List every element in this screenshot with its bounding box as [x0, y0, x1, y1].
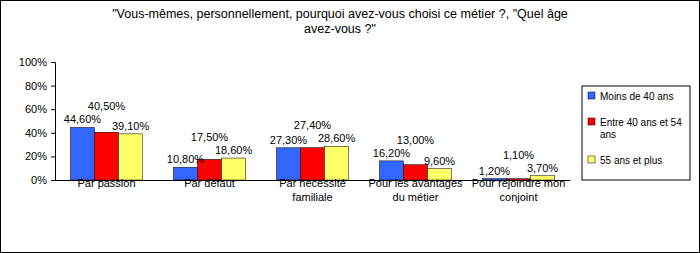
tick-mark [51, 180, 55, 181]
bar [325, 146, 349, 180]
tick: 20% [25, 150, 55, 162]
legend-swatch [588, 92, 595, 99]
tick: 80% [25, 80, 55, 92]
tick-label: 40% [25, 127, 47, 139]
tick-label: 60% [25, 103, 47, 115]
text-line: familiale [292, 191, 332, 203]
tick: 100% [19, 56, 55, 68]
text-line: Entre 40 ans et 54 [600, 117, 682, 128]
bar [119, 134, 143, 180]
bar [300, 148, 324, 180]
data-label: 39,10% [112, 120, 150, 132]
text-line: Pour les avantages [368, 177, 463, 189]
tick-mark [51, 86, 55, 87]
tick: Par passion [77, 177, 135, 189]
tick: Pour rejoindre mon conjoint [472, 177, 566, 203]
legend-label: 55 ans et plus [600, 155, 662, 166]
tick-label: 20% [25, 150, 47, 162]
tick-label: Par passion [77, 177, 135, 189]
text-line: Par passion [77, 177, 135, 189]
tick-label: Pour les avantages du métier [368, 177, 463, 203]
x-axis: Par passion Par défaut Par nécessité famili… [56, 177, 571, 203]
data-labels: 44,60%40,50% 39,10% 10,80% 17,50%18,60% 27,3… [64, 100, 559, 176]
data-label: 3,70% [527, 162, 558, 174]
tick: Pour les avantages du métier [368, 177, 463, 203]
data-label: 1,10% [503, 149, 534, 161]
text-line: Moins de 40 ans [600, 91, 673, 102]
tick-mark [51, 109, 55, 110]
bar [70, 127, 94, 180]
text-line: Par défaut [184, 177, 235, 189]
data-label: 10,80% [167, 153, 205, 165]
tick-mark [51, 62, 55, 63]
data-label: 13,00% [397, 134, 435, 146]
tick-label: 100% [19, 56, 47, 68]
tick-mark [51, 133, 55, 134]
chart: "Vous-mêmes, personnellement, pourquoi a… [0, 0, 700, 253]
tick: 0% [31, 174, 55, 186]
legend-swatch [588, 118, 595, 125]
tick-label: 80% [25, 80, 47, 92]
legend-label: Moins de 40 ans [600, 91, 673, 102]
text-line: 55 ans et plus [600, 155, 662, 166]
text-line: du métier [393, 191, 439, 203]
legend-swatch [588, 156, 595, 163]
tick: 40% [25, 127, 55, 139]
tick: 60% [25, 103, 55, 115]
legend-frame [582, 86, 690, 180]
chart-frame [1, 1, 700, 253]
tick-mark [51, 156, 55, 157]
text-line: "Vous-mêmes, personnellement, pourquoi a… [112, 7, 568, 21]
data-label: 40,50% [88, 100, 126, 112]
y-axis: 0% 20% 40% 60% 80% 100% [19, 56, 56, 186]
tick-label: Pour rejoindre mon conjoint [472, 177, 566, 203]
text-line: Par nécessité [279, 177, 346, 189]
bar [276, 148, 300, 180]
data-label: 9,60% [424, 155, 455, 167]
text-line: Pour rejoindre mon [472, 177, 566, 189]
bar [94, 132, 118, 180]
data-label: 17,50% [191, 131, 229, 143]
tick: Par défaut [184, 177, 235, 189]
data-label: 27,40% [294, 119, 332, 131]
data-label: 28,60% [318, 132, 356, 144]
tick-label: 0% [31, 174, 47, 186]
legend-label: Entre 40 ans et 54ans [600, 117, 682, 140]
tick-label: Par nécessité familiale [279, 177, 346, 203]
tick: Par nécessité familiale [279, 177, 346, 203]
data-label: 27,30% [270, 134, 308, 146]
tick-label: Par défaut [184, 177, 235, 189]
data-label: 1,20% [479, 165, 510, 177]
text-line: conjoint [500, 191, 538, 203]
bars [70, 127, 554, 180]
axis-line [51, 63, 56, 181]
text-line: avez-vous ?" [304, 22, 376, 36]
data-label: 16,20% [373, 147, 411, 159]
chart-title: "Vous-mêmes, personnellement, pourquoi a… [112, 7, 568, 36]
data-label: 18,60% [215, 144, 253, 156]
data-label: 44,60% [64, 113, 102, 125]
text-line: ans [600, 129, 616, 140]
legend: Moins de 40 ans Entre 40 ans et 54ans 55 a… [582, 86, 690, 180]
